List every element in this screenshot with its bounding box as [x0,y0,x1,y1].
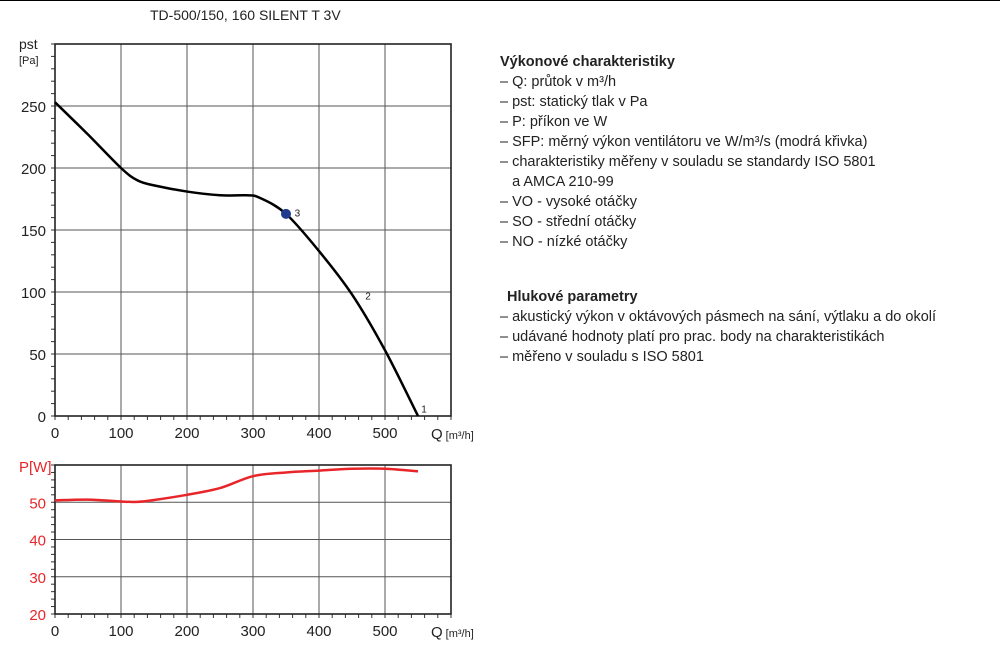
y-axis-label: pst [19,36,38,52]
description-item: a AMCA 210-99 [500,174,614,190]
plot-frame [54,43,452,417]
x-axis-label: Q [m³/h] [431,426,474,443]
x-tick-label: 200 [174,623,199,640]
description-item: – Q: průtok v m³/h [500,74,617,90]
y-tick-label: 40 [29,533,46,550]
plot-frame [54,464,452,615]
description-item: – NO - nízké otáčky [500,234,628,250]
x-axis-label: Q [m³/h] [431,624,474,641]
description-item: – SO - střední otáčky [500,214,637,230]
x-tick-label: 400 [306,425,331,442]
x-tick-label: 0 [51,623,59,640]
curve-annotation: 1 [421,404,427,415]
pressure-curve [54,101,420,417]
top-border [0,0,1000,1]
y-tick-label: 100 [21,285,46,302]
operating-point-marker [281,208,291,219]
x-tick-label: 300 [240,425,265,442]
description-item: – P: příkon ve W [500,114,608,130]
y-axis-unit: [Pa] [19,55,39,67]
x-tick-label: 400 [306,623,331,640]
noise-section: – akustický výkon v oktávových pásmech n… [500,307,936,367]
description-item: – udávané hodnoty platí pro prac. body n… [500,329,885,345]
x-tick-label: 300 [240,623,265,640]
y-tick-label: 250 [21,99,46,116]
description-item: – VO - vysoké otáčky [500,194,637,210]
performance-section: Výkonové charakteristiky – Q: průtok v m… [500,52,876,252]
description-item: – SFP: měrný výkon ventilátoru ve W/m³/s… [500,134,868,150]
curve-annotation: 2 [365,291,371,302]
x-tick-label: 100 [108,623,133,640]
power-curve [54,467,419,504]
noise-heading-wrap: Hlukové parametry [507,287,638,307]
y-tick-label: 150 [21,223,46,240]
description-item: – akustický výkon v oktávových pásmech n… [500,309,937,325]
y-tick-label: 200 [21,161,46,178]
x-tick-label: 500 [372,623,397,640]
chart-title: TD-500/150, 160 SILENT T 3V [150,7,341,23]
description-item: – měřeno v souladu s ISO 5801 [500,349,704,365]
performance-heading: Výkonové charakteristiky [500,54,675,70]
y-tick-label: 50 [29,347,46,364]
x-tick-label: 200 [174,425,199,442]
curve-annotation: 3 [295,208,301,219]
y-tick-label: 30 [29,570,46,587]
y-axis-label: P[W] [19,459,52,476]
x-tick-label: 500 [372,425,397,442]
y-tick-label: 0 [38,409,46,426]
y-tick-label: 20 [29,607,46,624]
description-item: – charakteristiky měřeny v souladu se st… [500,154,876,170]
noise-heading: Hlukové parametry [507,289,638,305]
x-tick-label: 100 [108,425,133,442]
description-item: – pst: statický tlak v Pa [500,94,648,110]
y-tick-label: 50 [29,495,46,512]
x-tick-label: 0 [51,425,59,442]
